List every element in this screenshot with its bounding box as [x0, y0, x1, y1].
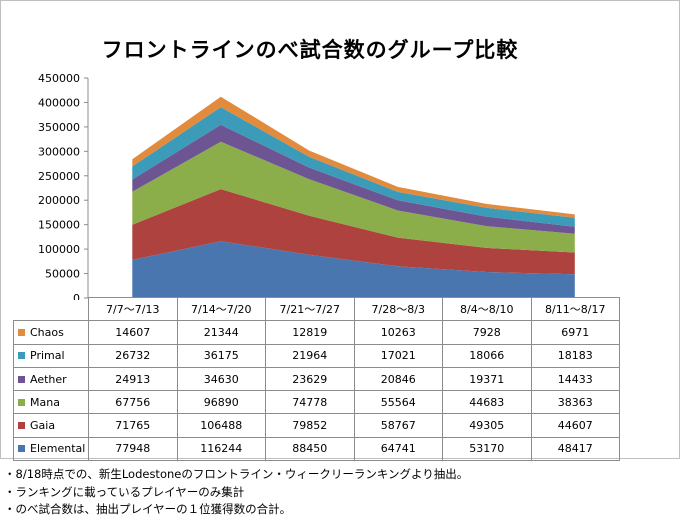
data-value-cell: 26732: [88, 343, 178, 368]
table-header-row: 7/7〜7/13 7/14〜7/20 7/21〜7/27 7/28〜8/3 8/4〜8/…: [13, 296, 620, 322]
area-elemental: [132, 241, 575, 298]
data-value-cell: 14433: [530, 366, 620, 392]
legend-label: Primal: [30, 349, 65, 363]
legend-label: Gaia: [30, 419, 56, 433]
legend-label: Mana: [30, 395, 60, 409]
y-tick-label: 100000: [38, 243, 80, 256]
y-tick-label: 450000: [38, 72, 80, 85]
area-mana: [132, 141, 575, 253]
x-category-label: 7/7〜7/13: [88, 296, 178, 322]
data-value-cell: 23629: [265, 366, 355, 392]
legend-swatch: [18, 328, 25, 336]
footnote: ・ランキングに載っているプレイヤーのみ集計: [4, 484, 245, 499]
stacked-areas: [132, 96, 575, 298]
y-tick-label: 350000: [38, 121, 80, 134]
legend-entry: Mana: [13, 390, 89, 415]
data-value-cell: 44683: [442, 390, 532, 415]
table-corner: [13, 297, 89, 322]
table-row: Chaos 14607 21344 12819 10263 7928 6971: [13, 320, 620, 345]
data-value-cell: 44607: [530, 413, 620, 438]
x-category-label: 7/14〜7/20: [176, 296, 266, 322]
area-gaia: [132, 189, 575, 275]
footnote: ・のべ試合数は、抽出プレイヤーの１位獲得数の合計。: [4, 502, 292, 516]
data-value-cell: 79852: [265, 413, 355, 438]
legend-swatch: [18, 375, 25, 383]
table-row: Primal 26732 36175 21964 17021 18066 18183: [13, 343, 620, 368]
data-value-cell: 21964: [265, 343, 355, 368]
data-value-cell: 14607: [88, 320, 178, 345]
data-value-cell: 6971: [530, 320, 620, 345]
y-tick-label: 250000: [38, 170, 80, 183]
plot-area: 0 50000 100000 150000 200000 250000 300000 3500…: [38, 72, 575, 300]
data-value-cell: 18183: [530, 343, 620, 368]
data-value-cell: 77948: [88, 436, 178, 462]
data-value-cell: 96890: [176, 390, 266, 415]
data-value-cell: 53170: [442, 436, 532, 462]
table-row: Elemental 77948 116244 88450 64741 53170 48417: [13, 436, 620, 462]
data-value-cell: 49305: [442, 413, 532, 438]
area-aether: [132, 124, 575, 234]
table-row: Gaia 71765 106488 79852 58767 49305 44607: [13, 413, 620, 438]
footnote: ・8/18時点での、新生Lodestoneのフロントライン・ウィークリーランキン…: [4, 467, 469, 481]
legend-swatch: [18, 398, 25, 406]
area-primal: [132, 107, 575, 227]
data-value-cell: 116244: [176, 436, 266, 462]
y-axis: 0 50000 100000 150000 200000 250000 300000 3500…: [38, 72, 89, 300]
data-value-cell: 67756: [88, 390, 178, 415]
legend-entry: Elemental: [13, 436, 89, 462]
x-category-label: 8/11〜8/17: [530, 296, 620, 322]
legend-label: Chaos: [30, 325, 64, 339]
data-value-cell: 58767: [353, 413, 443, 438]
data-value-cell: 71765: [88, 413, 178, 438]
data-value-cell: 10263: [353, 320, 443, 345]
legend-swatch: [18, 352, 25, 360]
data-value-cell: 19371: [442, 366, 532, 392]
data-value-cell: 48417: [530, 436, 620, 462]
data-value-cell: 24913: [88, 366, 178, 392]
data-value-cell: 55564: [353, 390, 443, 415]
data-value-cell: 36175: [176, 343, 266, 368]
legend-entry: Aether: [13, 366, 89, 392]
data-value-cell: 106488: [176, 413, 266, 438]
y-tick-label: 50000: [45, 268, 80, 281]
y-tick-label: 300000: [38, 145, 80, 158]
y-tick-label: 0: [73, 292, 80, 300]
data-table: 7/7〜7/13 7/14〜7/20 7/21〜7/27 7/28〜8/3 8/4〜8/…: [13, 296, 620, 462]
chart-title: フロントラインのべ試合数のグループ比較: [101, 38, 519, 62]
legend-entry: Chaos: [13, 320, 89, 345]
data-value-cell: 20846: [353, 366, 443, 392]
data-value-cell: 7928: [442, 320, 532, 345]
legend-entry: Gaia: [13, 413, 89, 438]
data-value-cell: 12819: [265, 320, 355, 345]
y-tick-label: 200000: [38, 194, 80, 207]
legend-swatch: [18, 422, 25, 430]
data-value-cell: 17021: [353, 343, 443, 368]
data-value-cell: 21344: [176, 320, 266, 345]
legend-entry: Primal: [13, 343, 89, 368]
footnotes: ・8/18時点での、新生Lodestoneのフロントライン・ウィークリーランキン…: [4, 466, 468, 519]
x-category-label: 7/28〜8/3: [353, 296, 443, 322]
data-value-cell: 88450: [265, 436, 355, 462]
data-value-cell: 18066: [442, 343, 532, 368]
table-row: Mana 67756 96890 74778 55564 44683 38363: [13, 390, 620, 415]
x-category-label: 7/21〜7/27: [265, 296, 355, 322]
x-category-label: 8/4〜8/10: [442, 296, 532, 322]
legend-swatch: [18, 445, 25, 453]
data-value-cell: 34630: [176, 366, 266, 392]
legend-label: Elemental: [30, 442, 86, 456]
table-row: Aether 24913 34630 23629 20846 19371 14433: [13, 366, 620, 392]
legend-label: Aether: [30, 372, 67, 386]
data-value-cell: 74778: [265, 390, 355, 415]
data-value-cell: 64741: [353, 436, 443, 462]
y-tick-label: 400000: [38, 96, 80, 109]
data-value-cell: 38363: [530, 390, 620, 415]
y-tick-label: 150000: [38, 219, 80, 232]
